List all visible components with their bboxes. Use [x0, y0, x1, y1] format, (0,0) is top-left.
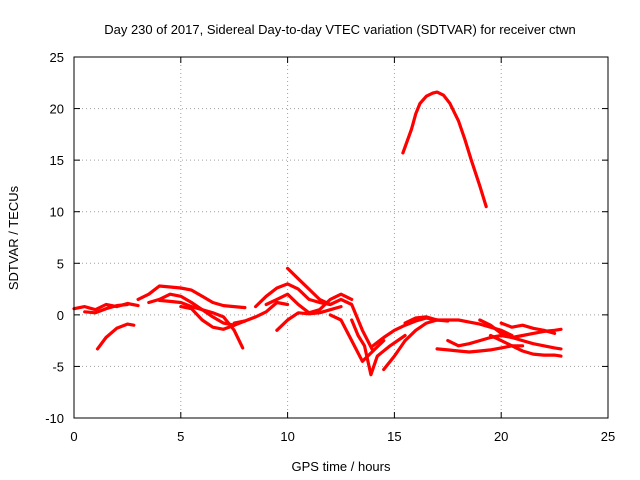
ticks: [73, 56, 609, 419]
series-trace-14: [350, 318, 407, 377]
y-axis-label: SDTVAR / TECUs: [6, 185, 21, 290]
tick-labels: 0 5 10 15 20 25 -10 -5 0 5 10 15 20 25: [45, 50, 615, 444]
series-trace-5: [147, 292, 236, 327]
x-tick-label: 15: [387, 429, 401, 444]
plot-frame: [73, 56, 609, 419]
y-tick-label: -10: [45, 411, 64, 426]
series-trace-3: [95, 322, 136, 351]
series-trace-4: [136, 284, 247, 310]
series-trace-19: [435, 344, 525, 354]
x-tick-label: 25: [601, 429, 615, 444]
x-tick-label: 0: [70, 429, 77, 444]
x-axis-label: GPS time / hours: [292, 459, 391, 474]
series-trace-23: [401, 90, 488, 209]
series-trace-2: [83, 302, 130, 315]
y-tick-label: 25: [50, 50, 64, 65]
series-trace-22: [499, 321, 557, 335]
y-tick-label: 0: [57, 308, 64, 323]
series-trace-8: [254, 282, 332, 309]
y-tick-label: 15: [50, 153, 64, 168]
series-trace-10: [232, 300, 290, 325]
series-trace-13: [328, 313, 386, 363]
series-trace-7: [179, 305, 247, 331]
series-trace-20: [478, 318, 563, 351]
y-tick-label: 20: [50, 102, 64, 117]
y-tick-label: -5: [52, 359, 64, 374]
y-tick-label: 5: [57, 256, 64, 271]
chart-title: Day 230 of 2017, Sidereal Day-to-day VTE…: [104, 22, 576, 37]
series-trace-11: [275, 305, 343, 332]
grid: [74, 57, 608, 418]
series-trace-21: [488, 333, 563, 358]
y-tick-label: 10: [50, 205, 64, 220]
x-tick-label: 10: [280, 429, 294, 444]
series-group: [72, 90, 563, 377]
x-tick-label: 20: [494, 429, 508, 444]
x-tick-label: 5: [177, 429, 184, 444]
series-trace-12: [286, 266, 375, 353]
